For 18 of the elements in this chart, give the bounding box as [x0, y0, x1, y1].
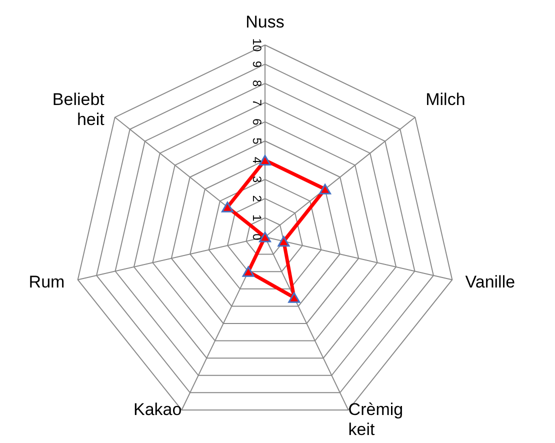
- y-tick-label: 4: [250, 156, 264, 164]
- spoke-label: Milch: [426, 90, 466, 109]
- spoke-label: Vanille: [465, 272, 516, 292]
- y-tick-label: 8: [250, 80, 264, 88]
- y-tick-label: 5: [250, 138, 264, 145]
- y-tick-label: 10: [250, 38, 264, 52]
- spoke-label: Rum: [28, 272, 65, 292]
- y-tick-label: 1: [250, 214, 264, 222]
- y-tick-label: 6: [250, 118, 264, 126]
- spoke-label: Nuss: [246, 12, 284, 32]
- spoke-label: Kakao: [133, 400, 182, 419]
- spoke-label: Crèmig keit: [348, 400, 404, 439]
- y-tick-label: 9: [250, 60, 264, 68]
- y-tick-label: 3: [250, 176, 264, 184]
- y-tick-label: 7: [250, 99, 264, 106]
- spoke-label: Beliebt heit: [52, 90, 105, 129]
- y-tick-label: 0: [250, 234, 264, 241]
- y-tick-label: 2: [250, 195, 264, 202]
